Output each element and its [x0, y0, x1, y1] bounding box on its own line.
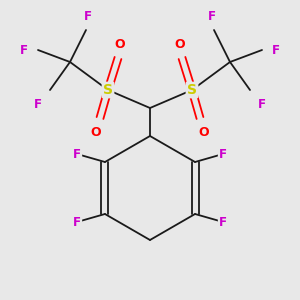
Text: F: F	[73, 215, 81, 229]
Text: F: F	[219, 148, 227, 160]
Text: F: F	[73, 148, 81, 160]
Text: F: F	[219, 215, 227, 229]
Text: O: O	[175, 38, 185, 50]
Text: F: F	[258, 98, 266, 110]
Text: S: S	[187, 83, 197, 97]
Text: F: F	[84, 10, 92, 22]
Text: S: S	[103, 83, 113, 97]
Text: O: O	[91, 125, 101, 139]
Text: F: F	[20, 44, 28, 56]
Text: F: F	[272, 44, 280, 56]
Text: F: F	[34, 98, 42, 110]
Text: O: O	[199, 125, 209, 139]
Text: O: O	[115, 38, 125, 50]
Text: F: F	[208, 10, 216, 22]
